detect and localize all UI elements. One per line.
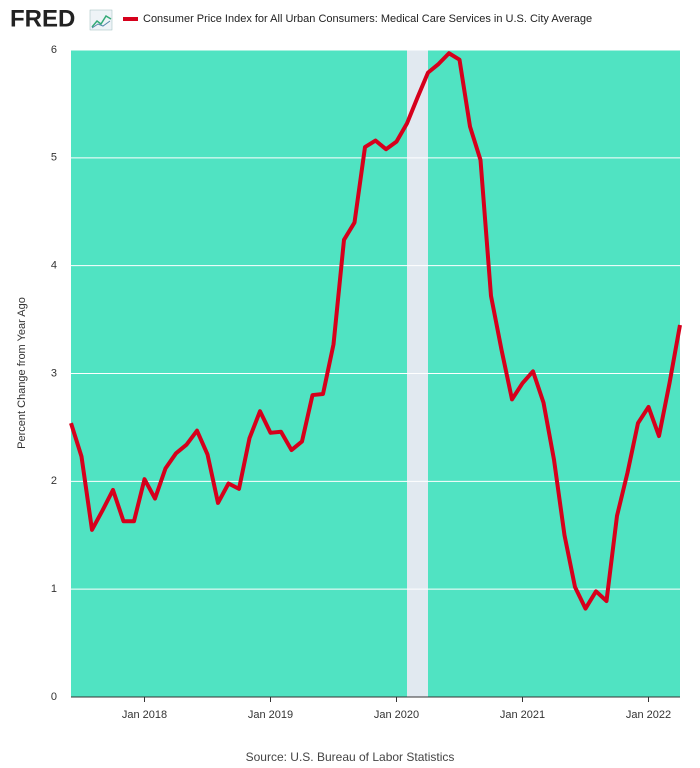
x-tick-label: Jan 2019: [248, 709, 293, 721]
y-tick-label: 2: [51, 475, 57, 487]
y-axis-label: Percent Change from Year Ago: [16, 297, 28, 449]
y-tick-label: 3: [51, 367, 57, 379]
data-line: [69, 51, 682, 611]
logo-icon: [89, 9, 113, 31]
x-tick-label: Jan 2020: [374, 709, 419, 721]
y-tick-label: 6: [51, 44, 57, 56]
y-tick-label: 5: [51, 152, 57, 164]
x-tick-label: Jan 2018: [122, 709, 167, 721]
source: Source: U.S. Bureau of Labor Statistics: [246, 750, 455, 764]
y-tick-label: 1: [51, 583, 57, 595]
y-tick-label: 4: [51, 260, 57, 272]
x-tick-label: Jan 2021: [500, 709, 545, 721]
logo: FRED: [10, 5, 75, 32]
y-tick-label: 0: [51, 691, 57, 703]
legend-label: Consumer Price Index for All Urban Consu…: [143, 13, 592, 25]
x-tick-label: Jan 2022: [626, 709, 671, 721]
